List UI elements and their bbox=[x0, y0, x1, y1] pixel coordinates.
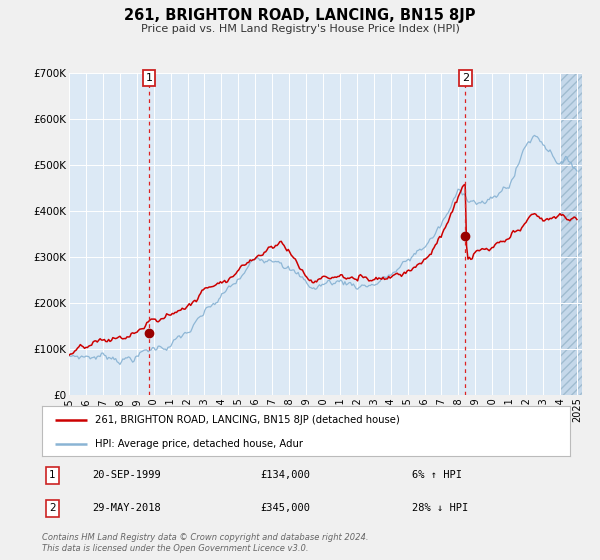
Text: Contains HM Land Registry data © Crown copyright and database right 2024.
This d: Contains HM Land Registry data © Crown c… bbox=[42, 533, 368, 553]
Text: 6% ↑ HPI: 6% ↑ HPI bbox=[412, 470, 461, 480]
Text: £134,000: £134,000 bbox=[260, 470, 310, 480]
Text: HPI: Average price, detached house, Adur: HPI: Average price, detached house, Adur bbox=[95, 439, 303, 449]
Text: 29-MAY-2018: 29-MAY-2018 bbox=[92, 503, 161, 514]
Text: 1: 1 bbox=[49, 470, 56, 480]
Text: 28% ↓ HPI: 28% ↓ HPI bbox=[412, 503, 468, 514]
Text: 1: 1 bbox=[145, 73, 152, 83]
Text: 2: 2 bbox=[462, 73, 469, 83]
Polygon shape bbox=[560, 73, 586, 395]
Text: 261, BRIGHTON ROAD, LANCING, BN15 8JP: 261, BRIGHTON ROAD, LANCING, BN15 8JP bbox=[124, 8, 476, 24]
Text: 20-SEP-1999: 20-SEP-1999 bbox=[92, 470, 161, 480]
Text: Price paid vs. HM Land Registry's House Price Index (HPI): Price paid vs. HM Land Registry's House … bbox=[140, 24, 460, 34]
Text: 2: 2 bbox=[49, 503, 56, 514]
Text: £345,000: £345,000 bbox=[260, 503, 310, 514]
Text: 261, BRIGHTON ROAD, LANCING, BN15 8JP (detached house): 261, BRIGHTON ROAD, LANCING, BN15 8JP (d… bbox=[95, 415, 400, 425]
